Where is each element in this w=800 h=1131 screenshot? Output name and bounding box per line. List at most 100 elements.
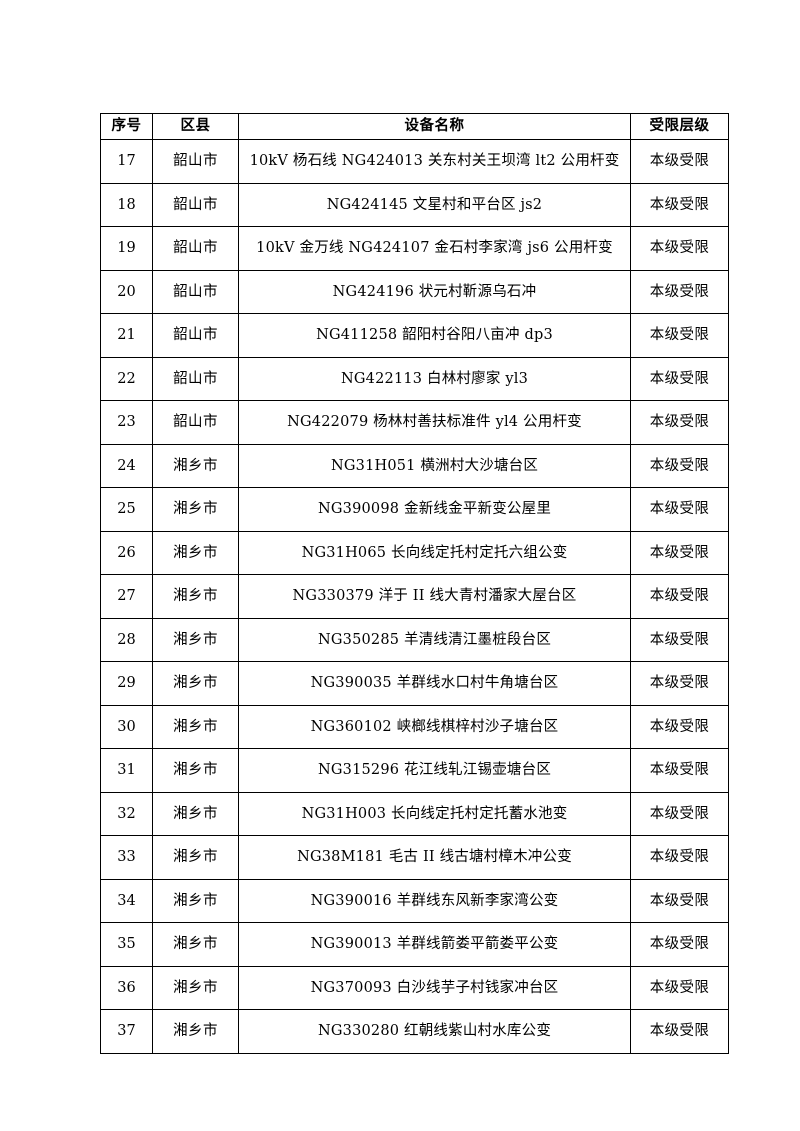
cell-seq: 37 — [100, 1009, 153, 1054]
cell-device-name: NG350285 羊清线清江墨桩段台区 — [238, 617, 631, 662]
cell-district: 湘乡市 — [152, 443, 239, 488]
cell-district: 湘乡市 — [152, 704, 239, 749]
table-header: 序号 区县 设备名称 受限层级 — [100, 113, 729, 140]
cell-limit-level: 本级受限 — [630, 313, 729, 358]
cell-seq: 29 — [100, 661, 153, 706]
cell-device-name: NG31H003 长向线定托村定托蓄水池变 — [238, 791, 631, 836]
cell-limit-level: 本级受限 — [630, 400, 729, 445]
cell-seq: 36 — [100, 965, 153, 1010]
cell-device-name: NG360102 峡榔线棋梓村沙子塘台区 — [238, 704, 631, 749]
cell-device-name: NG330280 红朝线紫山村水库公变 — [238, 1009, 631, 1054]
cell-seq: 26 — [100, 530, 153, 575]
cell-district: 韶山市 — [152, 269, 239, 314]
cell-district: 湘乡市 — [152, 965, 239, 1010]
cell-limit-level: 本级受限 — [630, 835, 729, 880]
table-row: 37 湘乡市 NG330280 红朝线紫山村水库公变 本级受限 — [100, 1009, 729, 1054]
cell-seq: 25 — [100, 487, 153, 532]
cell-limit-level: 本级受限 — [630, 617, 729, 662]
table-row: 24 湘乡市 NG31H051 横洲村大沙塘台区 本级受限 — [100, 443, 729, 488]
table-row: 33 湘乡市 NG38M181 毛古 II 线古塘村樟木冲公变 本级受限 — [100, 835, 729, 880]
table-row: 31 湘乡市 NG315296 花江线轧江锡壶塘台区 本级受限 — [100, 748, 729, 793]
cell-device-name: 10kV 金万线 NG424107 金石村李家湾 js6 公用杆变 — [238, 226, 631, 271]
cell-seq: 19 — [100, 226, 153, 271]
cell-district: 湘乡市 — [152, 835, 239, 880]
table-row: 22 韶山市 NG422113 白林村廖家 yl3 本级受限 — [100, 356, 729, 401]
cell-district: 湘乡市 — [152, 661, 239, 706]
table-row: 18 韶山市 NG424145 文星村和平台区 js2 本级受限 — [100, 182, 729, 227]
table-row: 29 湘乡市 NG390035 羊群线水口村牛角塘台区 本级受限 — [100, 661, 729, 706]
cell-device-name: NG411258 韶阳村谷阳八亩冲 dp3 — [238, 313, 631, 358]
cell-limit-level: 本级受限 — [630, 922, 729, 967]
table-row: 21 韶山市 NG411258 韶阳村谷阳八亩冲 dp3 本级受限 — [100, 313, 729, 358]
cell-limit-level: 本级受限 — [630, 530, 729, 575]
cell-limit-level: 本级受限 — [630, 139, 729, 184]
cell-limit-level: 本级受限 — [630, 1009, 729, 1054]
table-row: 30 湘乡市 NG360102 峡榔线棋梓村沙子塘台区 本级受限 — [100, 704, 729, 749]
cell-district: 湘乡市 — [152, 574, 239, 619]
cell-limit-level: 本级受限 — [630, 182, 729, 227]
restricted-device-table: 序号 区县 设备名称 受限层级 17 韶山市 10kV 杨石线 NG424013 关… — [100, 113, 729, 1054]
cell-seq: 35 — [100, 922, 153, 967]
table-row: 36 湘乡市 NG370093 白沙线芋子村钱家冲台区 本级受限 — [100, 965, 729, 1010]
cell-device-name: NG390098 金新线金平新变公屋里 — [238, 487, 631, 532]
cell-limit-level: 本级受限 — [630, 226, 729, 271]
cell-seq: 23 — [100, 400, 153, 445]
cell-seq: 24 — [100, 443, 153, 488]
cell-limit-level: 本级受限 — [630, 704, 729, 749]
column-header-seq: 序号 — [100, 113, 153, 140]
cell-district: 湘乡市 — [152, 791, 239, 836]
cell-device-name: NG424145 文星村和平台区 js2 — [238, 182, 631, 227]
cell-seq: 30 — [100, 704, 153, 749]
cell-device-name: 10kV 杨石线 NG424013 关东村关王坝湾 lt2 公用杆变 — [238, 139, 631, 184]
table-row: 17 韶山市 10kV 杨石线 NG424013 关东村关王坝湾 lt2 公用杆变本… — [100, 139, 729, 184]
table-header-row: 序号 区县 设备名称 受限层级 — [100, 113, 729, 140]
cell-limit-level: 本级受限 — [630, 269, 729, 314]
table-row: 35 湘乡市 NG390013 羊群线箭娄平箭娄平公变 本级受限 — [100, 922, 729, 967]
cell-limit-level: 本级受限 — [630, 356, 729, 401]
column-header-limit-level: 受限层级 — [630, 113, 729, 140]
cell-district: 湘乡市 — [152, 530, 239, 575]
cell-limit-level: 本级受限 — [630, 748, 729, 793]
table-row: 20 韶山市 NG424196 状元村靳源乌石冲 本级受限 — [100, 269, 729, 314]
cell-limit-level: 本级受限 — [630, 574, 729, 619]
cell-seq: 34 — [100, 878, 153, 923]
cell-district: 湘乡市 — [152, 617, 239, 662]
cell-device-name: NG315296 花江线轧江锡壶塘台区 — [238, 748, 631, 793]
cell-seq: 20 — [100, 269, 153, 314]
cell-device-name: NG31H065 长向线定托村定托六组公变 — [238, 530, 631, 575]
cell-seq: 32 — [100, 791, 153, 836]
cell-district: 湘乡市 — [152, 748, 239, 793]
cell-district: 湘乡市 — [152, 487, 239, 532]
table-row: 25 湘乡市 NG390098 金新线金平新变公屋里 本级受限 — [100, 487, 729, 532]
table-row: 28 湘乡市 NG350285 羊清线清江墨桩段台区 本级受限 — [100, 617, 729, 662]
table-row: 23 韶山市 NG422079 杨林村善扶标准件 yl4 公用杆变 本级受限 — [100, 400, 729, 445]
cell-device-name: NG422113 白林村廖家 yl3 — [238, 356, 631, 401]
cell-limit-level: 本级受限 — [630, 878, 729, 923]
cell-device-name: NG390016 羊群线东风新李家湾公变 — [238, 878, 631, 923]
table-body: 17 韶山市 10kV 杨石线 NG424013 关东村关王坝湾 lt2 公用杆变本… — [100, 139, 729, 1054]
cell-district: 韶山市 — [152, 356, 239, 401]
cell-seq: 33 — [100, 835, 153, 880]
cell-seq: 21 — [100, 313, 153, 358]
cell-district: 韶山市 — [152, 400, 239, 445]
column-header-device-name: 设备名称 — [238, 113, 631, 140]
cell-district: 湘乡市 — [152, 922, 239, 967]
cell-district: 湘乡市 — [152, 1009, 239, 1054]
cell-district: 韶山市 — [152, 139, 239, 184]
cell-limit-level: 本级受限 — [630, 791, 729, 836]
cell-device-name: NG31H051 横洲村大沙塘台区 — [238, 443, 631, 488]
cell-limit-level: 本级受限 — [630, 965, 729, 1010]
cell-device-name: NG422079 杨林村善扶标准件 yl4 公用杆变 — [238, 400, 631, 445]
cell-limit-level: 本级受限 — [630, 443, 729, 488]
cell-district: 湘乡市 — [152, 878, 239, 923]
cell-seq: 27 — [100, 574, 153, 619]
column-header-district: 区县 — [152, 113, 239, 140]
cell-district: 韶山市 — [152, 226, 239, 271]
cell-device-name: NG424196 状元村靳源乌石冲 — [238, 269, 631, 314]
cell-seq: 31 — [100, 748, 153, 793]
table-row: 26 湘乡市 NG31H065 长向线定托村定托六组公变 本级受限 — [100, 530, 729, 575]
cell-seq: 28 — [100, 617, 153, 662]
cell-seq: 17 — [100, 139, 153, 184]
cell-limit-level: 本级受限 — [630, 661, 729, 706]
